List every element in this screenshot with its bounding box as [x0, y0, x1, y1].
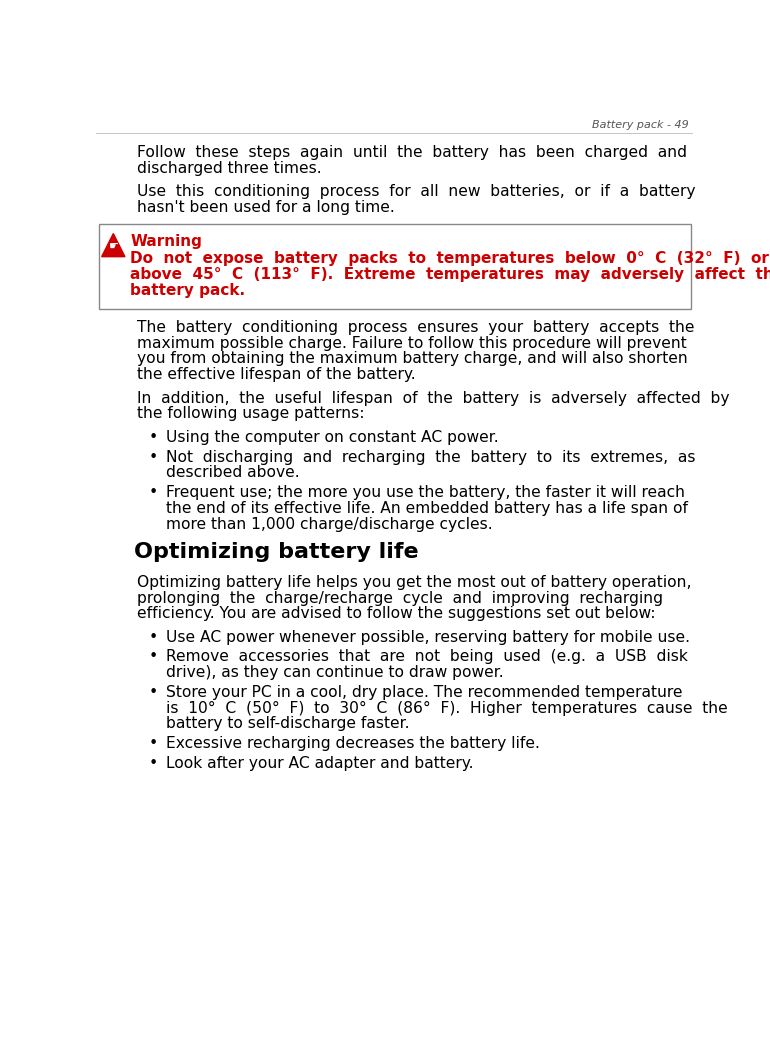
- Text: prolonging  the  charge/recharge  cycle  and  improving  recharging: prolonging the charge/recharge cycle and…: [136, 591, 662, 606]
- Text: Not  discharging  and  recharging  the  battery  to  its  extremes,  as: Not discharging and recharging the batte…: [166, 450, 695, 465]
- Text: In  addition,  the  useful  lifespan  of  the  battery  is  adversely  affected : In addition, the useful lifespan of the …: [136, 390, 729, 405]
- Text: Do  not  expose  battery  packs  to  temperatures  below  0°  C  (32°  F)  or: Do not expose battery packs to temperatu…: [130, 251, 769, 266]
- Text: Battery pack - 49: Battery pack - 49: [592, 120, 689, 129]
- Text: •: •: [149, 755, 158, 770]
- Text: Store your PC in a cool, dry place. The recommended temperature: Store your PC in a cool, dry place. The …: [166, 684, 682, 700]
- Text: more than 1,000 charge/discharge cycles.: more than 1,000 charge/discharge cycles.: [166, 517, 493, 532]
- Text: above  45°  C  (113°  F).  Extreme  temperatures  may  adversely  affect  the: above 45° C (113° F). Extreme temperatur…: [130, 266, 770, 282]
- Text: Warning: Warning: [130, 233, 203, 248]
- Text: Remove  accessories  that  are  not  being  used  (e.g.  a  USB  disk: Remove accessories that are not being us…: [166, 649, 688, 664]
- Text: the end of its effective life. An embedded battery has a life span of: the end of its effective life. An embedd…: [166, 501, 688, 516]
- Text: •: •: [149, 430, 158, 445]
- Text: Optimizing battery life helps you get the most out of battery operation,: Optimizing battery life helps you get th…: [136, 575, 691, 590]
- Text: battery to self-discharge faster.: battery to self-discharge faster.: [166, 716, 410, 731]
- Text: drive), as they can continue to draw power.: drive), as they can continue to draw pow…: [166, 665, 504, 680]
- Text: maximum possible charge. Failure to follow this procedure will prevent: maximum possible charge. Failure to foll…: [136, 335, 686, 350]
- Text: you from obtaining the maximum battery charge, and will also shorten: you from obtaining the maximum battery c…: [136, 351, 688, 366]
- Text: Optimizing battery life: Optimizing battery life: [134, 542, 419, 562]
- Text: is  10°  C  (50°  F)  to  30°  C  (86°  F).  Higher  temperatures  cause  the: is 10° C (50° F) to 30° C (86° F). Highe…: [166, 700, 728, 715]
- Polygon shape: [102, 233, 125, 257]
- Text: The  battery  conditioning  process  ensures  your  battery  accepts  the: The battery conditioning process ensures…: [136, 319, 694, 335]
- Text: the following usage patterns:: the following usage patterns:: [136, 406, 364, 421]
- Text: Using the computer on constant AC power.: Using the computer on constant AC power.: [166, 430, 499, 445]
- Text: Look after your AC adapter and battery.: Look after your AC adapter and battery.: [166, 755, 474, 770]
- Text: hasn't been used for a long time.: hasn't been used for a long time.: [136, 201, 394, 215]
- Text: •: •: [149, 736, 158, 751]
- Text: •: •: [149, 485, 158, 500]
- Text: •: •: [149, 630, 158, 645]
- Text: Frequent use; the more you use the battery, the faster it will reach: Frequent use; the more you use the batte…: [166, 485, 685, 500]
- Text: •: •: [149, 450, 158, 465]
- Text: the effective lifespan of the battery.: the effective lifespan of the battery.: [136, 367, 415, 382]
- Text: •: •: [149, 649, 158, 664]
- FancyBboxPatch shape: [99, 224, 691, 309]
- Text: battery pack.: battery pack.: [130, 282, 246, 297]
- Text: •: •: [149, 684, 158, 700]
- Text: Excessive recharging decreases the battery life.: Excessive recharging decreases the batte…: [166, 736, 540, 751]
- Text: Use AC power whenever possible, reserving battery for mobile use.: Use AC power whenever possible, reservin…: [166, 630, 690, 645]
- Text: Use  this  conditioning  process  for  all  new  batteries,  or  if  a  battery: Use this conditioning process for all ne…: [136, 185, 695, 199]
- Text: Follow  these  steps  again  until  the  battery  has  been  charged  and: Follow these steps again until the batte…: [136, 145, 687, 160]
- Text: discharged three times.: discharged three times.: [136, 161, 321, 176]
- Text: ☛: ☛: [109, 241, 119, 251]
- Text: described above.: described above.: [166, 466, 300, 481]
- Text: efficiency. You are advised to follow the suggestions set out below:: efficiency. You are advised to follow th…: [136, 606, 655, 622]
